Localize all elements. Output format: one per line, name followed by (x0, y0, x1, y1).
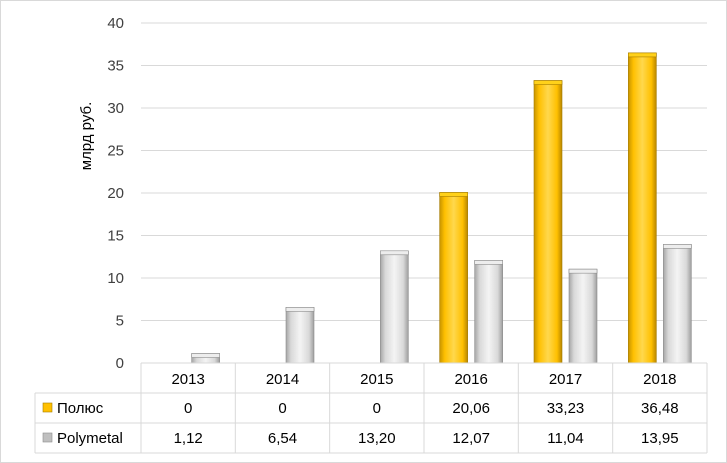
data-label: 0 (373, 400, 381, 417)
bar-polymetal-2015 (380, 250, 409, 364)
data-label: 6,54 (268, 430, 297, 447)
y-tick-label: 5 (116, 313, 124, 330)
x-category-label: 2013 (171, 371, 204, 388)
x-category-label: 2015 (360, 371, 393, 388)
bar-polymetal-2014 (285, 307, 315, 364)
bar-top-face (191, 353, 220, 358)
y-tick-label: 35 (107, 58, 124, 75)
bar-top-face (628, 52, 657, 58)
data-label: 11,04 (547, 430, 583, 447)
y-tick-label: 25 (107, 143, 124, 160)
bar-polyus-2016 (439, 192, 468, 364)
y-tick-label: 30 (107, 100, 124, 117)
legend-label-polyus: Полюс (57, 400, 104, 417)
y-tick-label: 0 (116, 355, 124, 372)
legend-key-polymetal (42, 432, 53, 443)
legend-key-polyus (42, 402, 53, 413)
bar-top-face (568, 268, 598, 274)
bar-polymetal-2017 (568, 268, 598, 364)
bar-polymetal-2016 (474, 260, 503, 364)
data-label: 13,20 (358, 430, 396, 447)
data-label: 20,06 (452, 400, 490, 417)
legend-label-polymetal: Polymetal (57, 430, 123, 447)
bar-top-face (439, 192, 468, 197)
data-table: 2013 2014 2015 2016 2017 2018 Полюс 0 0 0 20,06 33,… (34, 362, 708, 454)
x-category-label: 2014 (266, 371, 299, 388)
data-label: 12,07 (452, 430, 490, 447)
data-label: 1,12 (174, 430, 203, 447)
bar-polyus-2018 (628, 52, 657, 364)
bar-top-face (663, 244, 692, 249)
data-label: 0 (278, 400, 286, 417)
y-tick-label: 40 (107, 15, 124, 32)
data-label: 0 (184, 400, 192, 417)
bar-top-face (474, 260, 503, 265)
y-tick-label: 10 (107, 270, 124, 287)
bar-polymetal-2018 (663, 244, 692, 364)
x-category-label: 2018 (643, 371, 676, 388)
data-label: 33,23 (547, 400, 585, 417)
data-label: 13,95 (641, 430, 679, 447)
x-category-label: 2017 (549, 371, 582, 388)
x-category-label: 2016 (454, 371, 487, 388)
bar-top-face (285, 307, 315, 312)
y-tick-label: 15 (107, 228, 124, 245)
y-tick-label: 20 (107, 185, 124, 202)
bar-top-face (533, 80, 563, 85)
y-axis-title: млрд руб. (78, 102, 95, 171)
data-label: 36,48 (641, 400, 679, 417)
bars (191, 52, 692, 364)
bar-polyus-2017 (533, 80, 563, 364)
bar-top-face (380, 250, 409, 256)
